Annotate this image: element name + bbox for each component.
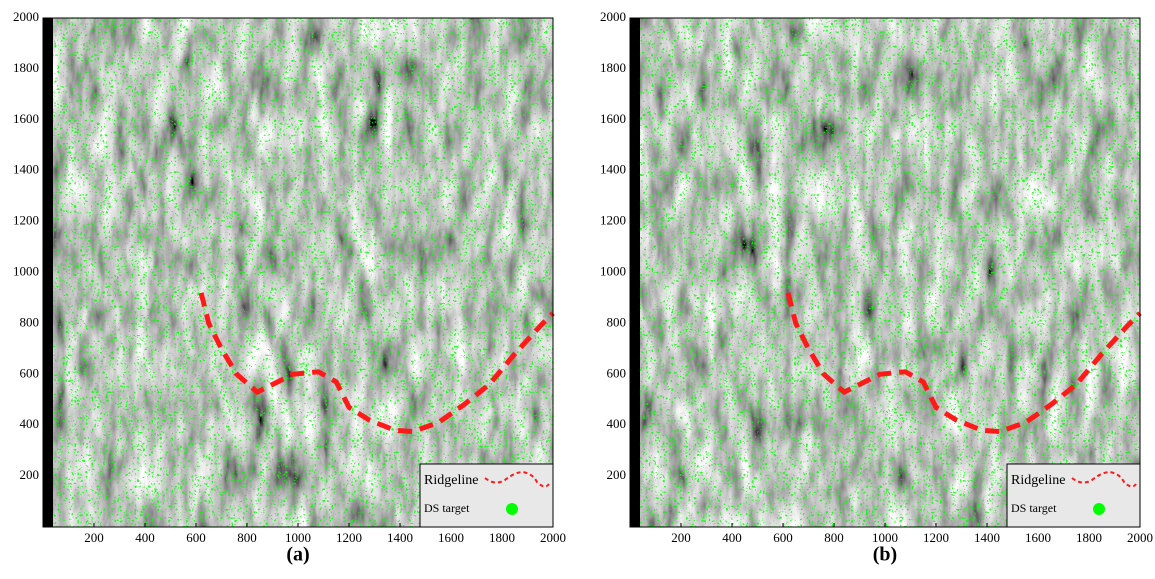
legend-label: DS target [424,501,470,515]
y-tick-label: 1200 [600,213,626,228]
x-tick-label: 1600 [438,530,464,545]
y-tick-label: 1600 [600,111,626,126]
x-tick-label: 2000 [540,530,566,545]
legend-marker [506,503,518,515]
y-tick-label: 400 [20,416,40,431]
x-tick-label: 400 [722,530,742,545]
y-tick-label: 800 [607,314,627,329]
legend-label: Ridgeline [1011,473,1065,488]
panel-label: (a) [286,544,309,566]
x-tick-label: 1400 [974,530,1000,545]
y-tick-label: 1400 [13,162,39,177]
y-tick-label: 2000 [600,9,626,24]
x-tick-label: 1200 [923,530,949,545]
x-tick-label: 200 [671,530,691,545]
legend-marker [1093,503,1105,515]
x-tick-label: 600 [773,530,793,545]
x-tick-label: 1400 [387,530,413,545]
x-tick-label: 800 [824,530,844,545]
x-tick-label: 600 [186,530,206,545]
x-tick-label: 2000 [1127,530,1153,545]
y-tick-label: 1800 [13,60,39,75]
y-tick-label: 200 [20,467,40,482]
x-tick-label: 1200 [336,530,362,545]
y-tick-label: 1800 [600,60,626,75]
y-tick-label: 1000 [600,263,626,278]
x-tick-label: 400 [135,530,155,545]
y-tick-label: 200 [607,467,627,482]
image-speckle [630,18,1140,527]
x-tick-label: 1600 [1025,530,1051,545]
x-tick-label: 200 [84,530,104,545]
y-tick-label: 600 [20,365,40,380]
y-tick-label: 1000 [13,263,39,278]
y-tick-label: 1400 [600,162,626,177]
legend-label: DS target [1011,501,1057,515]
legend-label: Ridgeline [424,473,478,488]
figure: 200 400 600 800 1000 1200 1400 1600 1800 2000 200 4… [0,0,1155,579]
image-speckle [43,18,553,527]
panel-label: (b) [873,544,897,566]
y-tick-label: 800 [20,314,40,329]
y-tick-label: 2000 [13,9,39,24]
x-tick-label: 800 [237,530,257,545]
y-tick-label: 400 [607,416,627,431]
y-tick-label: 600 [607,365,627,380]
y-tick-label: 1600 [13,111,39,126]
x-tick-label: 1800 [489,530,515,545]
x-tick-label: 1800 [1076,530,1102,545]
y-tick-label: 1200 [13,213,39,228]
